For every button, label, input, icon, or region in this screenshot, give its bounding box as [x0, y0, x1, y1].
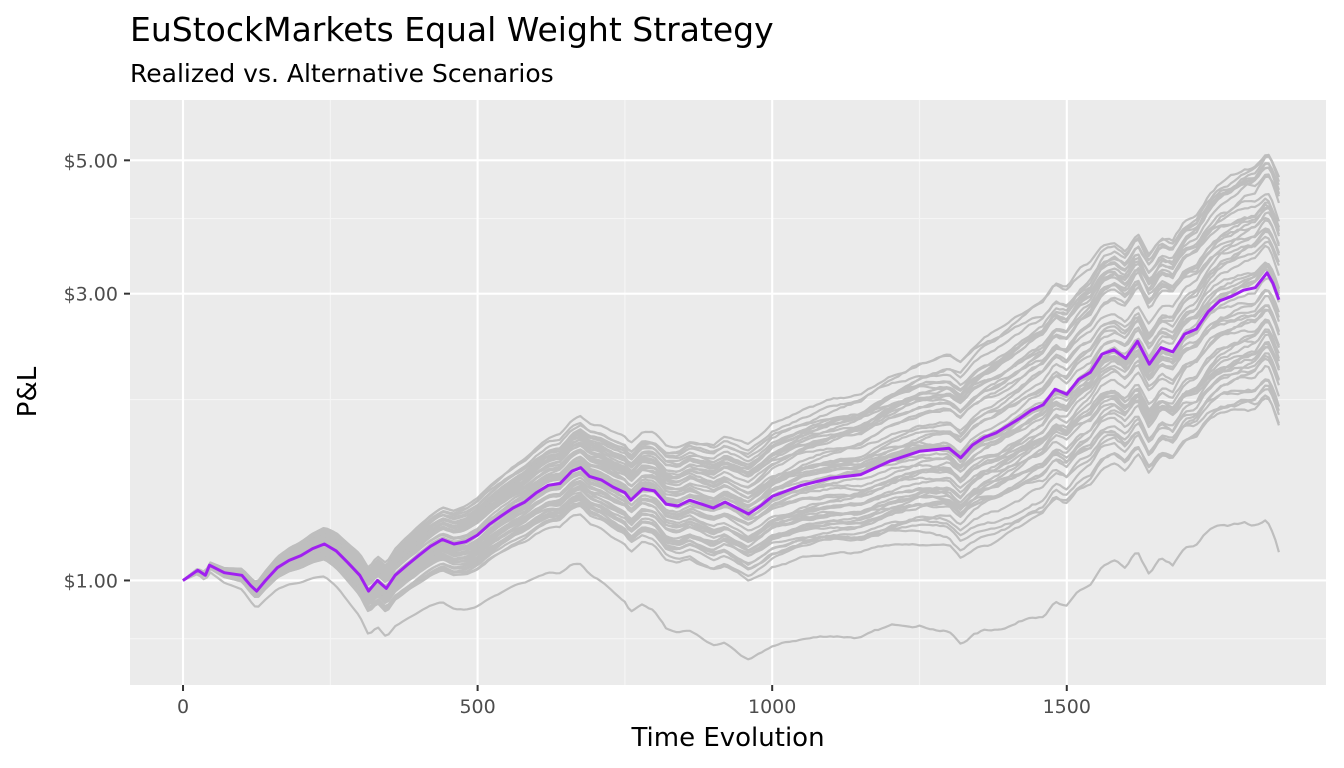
y-axis: $1.00 $3.00 $5.00: [64, 150, 130, 592]
y-axis-title: P&L: [13, 366, 43, 417]
scenario-line: [182, 203, 1280, 583]
x-tick-label: 1000: [748, 696, 796, 718]
y-tick-label: $1.00: [64, 570, 118, 592]
realized-line: [182, 271, 1281, 593]
realized-series: [182, 271, 1281, 593]
chart-subtitle: Realized vs. Alternative Scenarios: [130, 59, 554, 88]
x-axis: 0 500 1000 1500: [177, 685, 1091, 718]
x-tick-label: 0: [177, 696, 189, 718]
x-tick-label: 500: [459, 696, 495, 718]
chart-title: EuStockMarkets Equal Weight Strategy: [130, 10, 774, 49]
scenario-line: [182, 519, 1280, 661]
x-tick-label: 1500: [1043, 696, 1091, 718]
scenario-line: [182, 330, 1280, 598]
scenario-line: [182, 153, 1280, 583]
x-axis-title: Time Evolution: [630, 723, 824, 753]
scenario-line: [182, 384, 1280, 613]
scenario-line: [182, 153, 1280, 584]
scenario-line: [182, 379, 1280, 609]
y-tick-label: $5.00: [64, 150, 118, 172]
grid-minor: [130, 100, 1326, 685]
scenario-line: [182, 229, 1280, 589]
y-tick-label: $3.00: [64, 284, 118, 306]
plot-panel: [130, 100, 1326, 685]
